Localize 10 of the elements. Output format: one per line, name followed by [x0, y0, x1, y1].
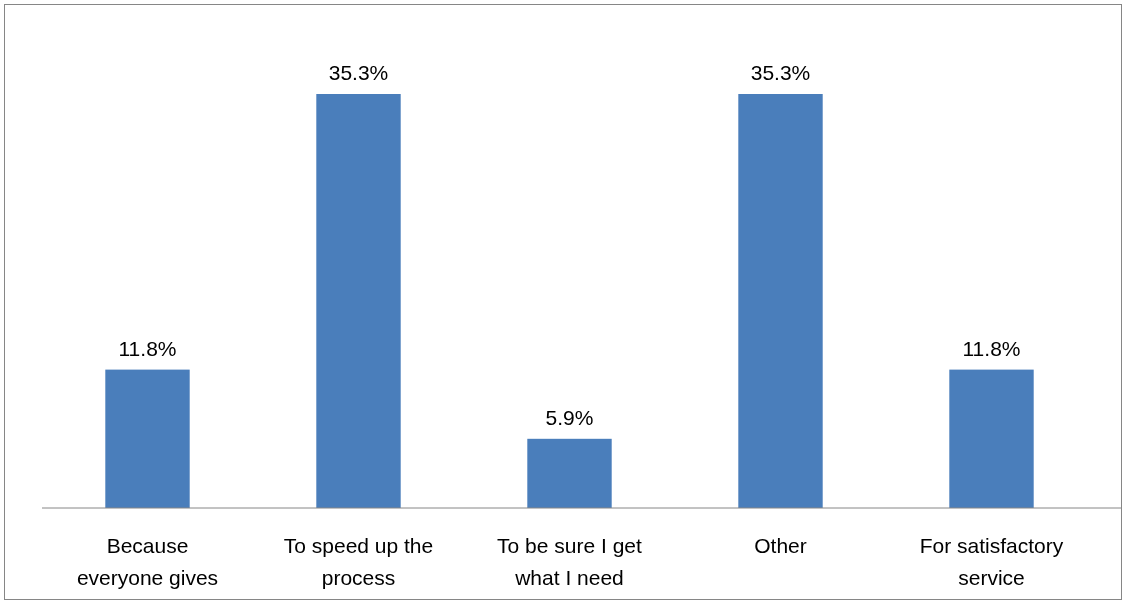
- data-label: 11.8%: [118, 336, 177, 360]
- x-tick-label: For satisfactory service: [919, 534, 1064, 589]
- data-label: 35.3%: [750, 61, 811, 84]
- data-label: 5.9%: [545, 405, 594, 429]
- x-tick-label: To be sure I get what I need: [497, 534, 643, 589]
- data-label: 11.8%: [962, 336, 1021, 360]
- x-tick-label: Other: [754, 534, 807, 557]
- x-tick-label: Because everyone gives: [76, 534, 219, 589]
- x-tick-label: To speed up the process: [283, 534, 434, 589]
- data-label: 35.3%: [328, 61, 389, 84]
